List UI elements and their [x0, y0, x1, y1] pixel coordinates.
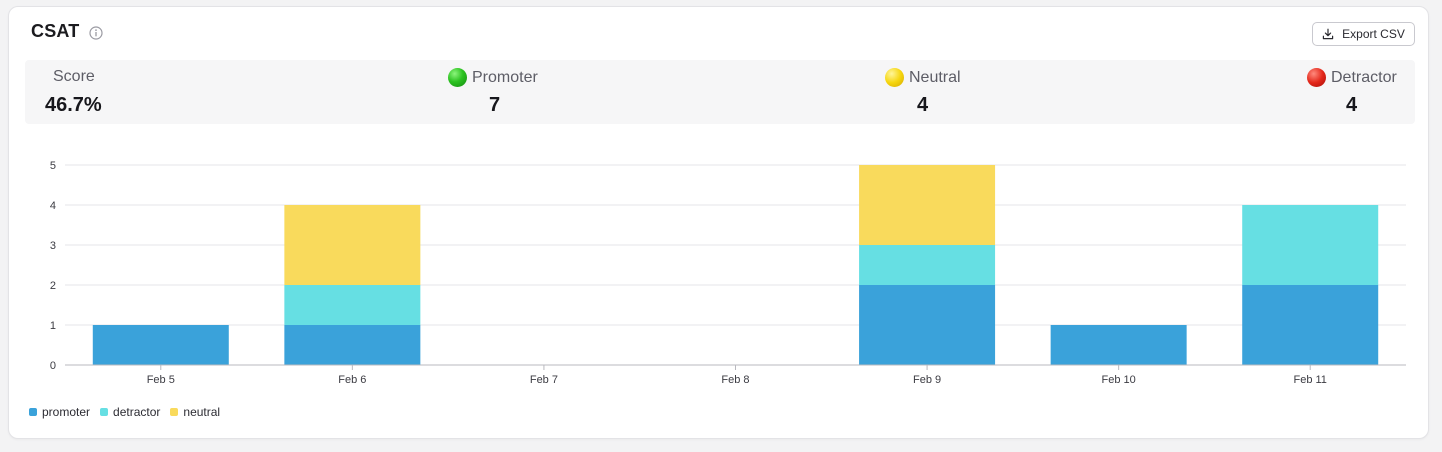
legend-swatch: [29, 408, 37, 416]
stat-neutral: Neutral 4: [882, 60, 1022, 124]
bar-promoter-7: [1242, 285, 1379, 365]
x-tick-label: Feb 7: [530, 374, 558, 386]
stats-bar: Score 46.7% Promoter 7 Neutral 4 Detract…: [25, 60, 1415, 124]
y-tick-label: 3: [50, 240, 56, 252]
stat-neutral-label: Neutral: [909, 68, 961, 86]
stat-promoter-label: Promoter: [472, 68, 538, 86]
stat-detractor-value: 4: [1346, 94, 1358, 116]
y-tick-label: 5: [50, 160, 56, 172]
export-csv-label: Export CSV: [1342, 27, 1405, 41]
info-icon[interactable]: [89, 26, 103, 40]
y-tick-label: 4: [50, 200, 56, 212]
download-icon: [1322, 28, 1334, 40]
x-tick-label: Feb 10: [1102, 374, 1136, 386]
legend-label: neutral: [183, 405, 221, 419]
legend-swatch: [100, 408, 109, 416]
legend-label: detractor: [113, 405, 161, 419]
stat-detractor-label: Detractor: [1331, 68, 1397, 86]
stat-detractor: Detractor 4: [1304, 60, 1415, 124]
bar-promoter-5: [859, 285, 996, 365]
stat-promoter-value: 7: [489, 94, 501, 116]
legend-swatch: [170, 408, 179, 416]
x-tick-label: Feb 6: [338, 374, 366, 386]
csat-stacked-bar-chart: 0 1 2 3 4 5 Feb 5 Feb 6 Feb 7 Feb 8 Feb 9 Feb 10 Feb…: [50, 160, 1406, 386]
legend-item-neutral[interactable]: neutral: [170, 405, 220, 419]
y-tick-label: 2: [50, 280, 56, 292]
stat-promoter-label-wrap: Promoter: [448, 68, 538, 87]
red-circle-icon: [1307, 68, 1326, 87]
export-csv-button[interactable]: Export CSV: [1312, 22, 1415, 46]
x-tick-label: Feb 11: [1293, 374, 1326, 386]
yellow-circle-icon: [885, 68, 904, 87]
legend-item-detractor[interactable]: detractor: [100, 405, 160, 419]
chart-legend: promoter detractor neutral: [29, 405, 220, 419]
stat-detractor-label-wrap: Detractor: [1307, 68, 1397, 87]
bar-detractor-7: [1242, 205, 1379, 285]
bar-neutral-2: [284, 205, 421, 285]
bar-promoter-2: [284, 325, 421, 365]
x-tick-label: Feb 9: [913, 374, 941, 386]
x-tick-label: Feb 5: [147, 374, 175, 386]
bar-detractor-2: [284, 285, 421, 325]
y-tick-label: 1: [50, 320, 56, 332]
bar-neutral-5: [859, 165, 996, 245]
stat-neutral-value: 4: [917, 94, 929, 116]
green-circle-icon: [448, 68, 467, 87]
y-tick-label: 0: [50, 360, 56, 372]
bar-promoter-1: [92, 325, 229, 365]
stat-score-label: Score: [53, 68, 95, 85]
stat-score: Score 46.7%: [25, 60, 145, 124]
legend-label: promoter: [42, 405, 91, 419]
stat-neutral-label-wrap: Neutral: [885, 68, 961, 87]
x-tick-label: Feb 8: [721, 374, 749, 386]
bar-promoter-6: [1050, 325, 1187, 365]
stat-score-value: 46.7%: [45, 94, 102, 116]
csat-card: CSAT Export CSV Score 46.7% Promoter 7 N…: [8, 6, 1429, 439]
legend-item-promoter[interactable]: promoter: [29, 405, 90, 419]
bar-detractor-5: [859, 245, 996, 285]
card-title: CSAT: [31, 21, 80, 41]
stat-promoter: Promoter 7: [445, 60, 585, 124]
